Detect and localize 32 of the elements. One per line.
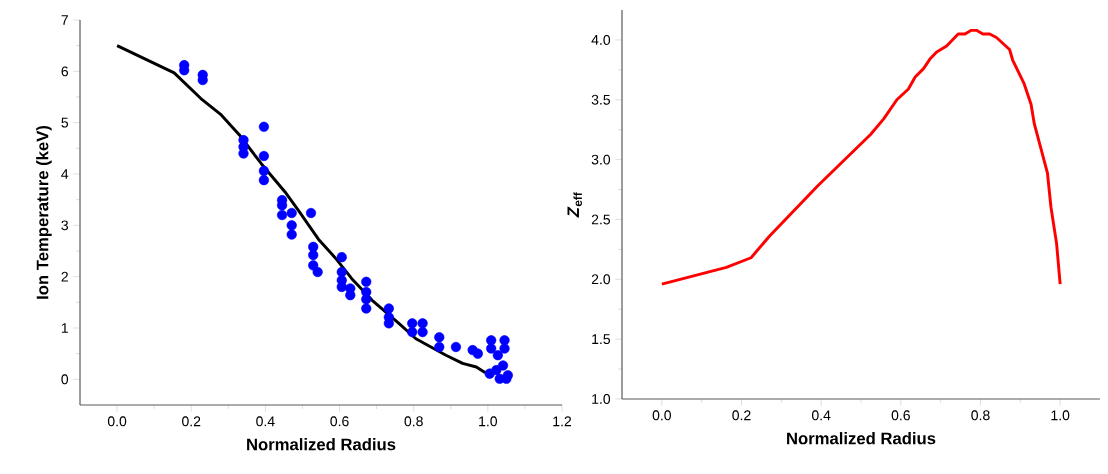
y-tick-label: 4.0 [591,34,611,45]
y-tick-label: 7 [61,15,68,25]
y-tick-label: 3.0 [591,154,611,165]
y-tick-label: 1 [61,323,68,333]
x-tick-label: 1.2 [553,416,572,427]
x-tick-label: 1.0 [1051,410,1070,421]
y-axis-title: Ion Temperature (keV) [36,125,52,299]
y-tick-label: 1.5 [592,334,611,345]
y-tick-label: 5 [61,117,69,128]
y-tick-label: 6 [61,66,69,77]
x-axis-title: Normalized Radius [787,432,936,445]
x-tick-label: 1.0 [479,416,498,427]
y-tick-label: 4 [61,169,69,179]
x-tick-label: 0.8 [404,416,423,427]
y-tick-label: 3 [61,220,69,231]
y-tick-label: 2 [61,271,68,282]
x-tick-label: 0.2 [182,416,201,427]
y-tick-label: 3.5 [591,94,611,105]
y-tick-label: 1.0 [592,394,611,404]
x-tick-label: 0.4 [811,410,831,421]
x-tick-label: 0.6 [891,410,910,421]
x-tick-label: 0.0 [107,416,127,427]
x-tick-label: 0.8 [971,410,990,421]
x-axis-title: Normalized Radius [247,438,396,451]
y-tick-label: 2.5 [591,214,611,225]
y-tick-label: 2.0 [591,274,611,285]
x-tick-label: 0.6 [330,416,349,427]
y-tick-label: 0 [61,374,69,385]
y-axis-title: Z$_{eff}$ [567,192,582,218]
x-tick-label: 0.2 [732,410,751,421]
x-tick-label: 0.4 [256,416,275,427]
x-tick-label: 0.0 [652,410,672,421]
